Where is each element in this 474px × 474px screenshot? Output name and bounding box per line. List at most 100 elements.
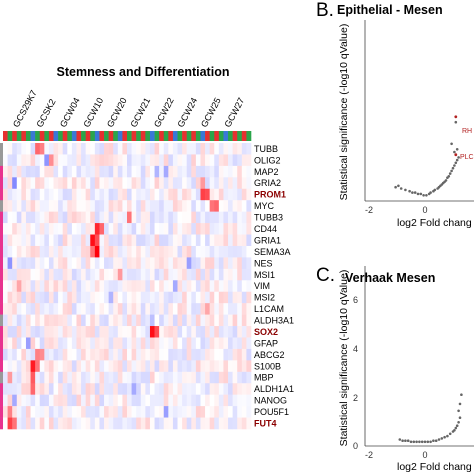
heatmap-cell (35, 383, 41, 395)
heatmap-cell (7, 417, 13, 430)
heatmap-cell (117, 257, 123, 270)
heatmap-cell (237, 394, 243, 407)
panel-b-point-label-1: RH (462, 128, 472, 135)
heatmap-cell (85, 337, 91, 350)
heatmap-cell (58, 360, 63, 373)
heatmap-cell (200, 303, 206, 315)
heatmap-cell (16, 188, 22, 201)
heatmap-cell (94, 143, 100, 155)
gene-labels: TUBBOLIG2MAP2GRIA2PROM1MYCTUBB3CD44GRIA1… (254, 144, 294, 429)
heatmap-cell (67, 234, 73, 247)
heatmap-cell (3, 234, 8, 247)
column-annotation-cell (113, 131, 119, 141)
heatmap-cell (218, 280, 224, 293)
heatmap-cell (76, 257, 82, 270)
heatmap-cell (149, 268, 155, 281)
heatmap-cell (67, 291, 73, 304)
heatmap-cell (131, 383, 137, 395)
heatmap-cell (48, 303, 54, 315)
heatmap-cell (246, 245, 252, 258)
heatmap-cell (94, 257, 100, 270)
heatmap-cell (48, 234, 54, 247)
heatmap-cell (81, 245, 86, 258)
heatmap-cell (99, 177, 105, 190)
heatmap-cell (228, 280, 233, 293)
scatter-point (443, 435, 446, 439)
heatmap-cell (3, 348, 8, 361)
heatmap-cell (35, 177, 41, 190)
gene-label: GFAP (254, 338, 278, 348)
heatmap-cell (58, 394, 63, 407)
heatmap-cell (44, 337, 50, 350)
column-annotation-cell (44, 131, 50, 141)
heatmap-cell (195, 326, 201, 338)
heatmap-cell (140, 314, 146, 327)
heatmap-cell (81, 417, 86, 430)
heatmap-cell (218, 417, 224, 430)
heatmap-cell (76, 348, 82, 361)
heatmap-cell (90, 154, 96, 167)
heatmap-cell (58, 234, 63, 247)
heatmap-cell (81, 406, 86, 418)
heatmap-cell (232, 394, 238, 407)
heatmap-cell (149, 337, 155, 350)
heatmap-cell (214, 234, 220, 247)
column-label: GCSK2 (34, 97, 57, 129)
heatmap-cell (99, 406, 105, 418)
column-annotation-cell (145, 131, 151, 141)
heatmap-cell (12, 406, 18, 418)
heatmap-cell (16, 417, 22, 430)
column-annotation-cell (58, 131, 63, 141)
heatmap-cell (90, 337, 96, 350)
row-annotation-cell (0, 394, 3, 407)
heatmap-cell (241, 223, 247, 235)
heatmap-cell (62, 234, 68, 247)
scatter-point (455, 148, 459, 151)
column-annotation-cell (90, 131, 96, 141)
gene-label: SOX2 (254, 327, 278, 337)
heatmap-cell (191, 326, 197, 338)
scatter-point (455, 158, 459, 162)
heatmap-cell (154, 200, 160, 212)
heatmap-cell (117, 154, 123, 167)
heatmap-cell (200, 394, 206, 407)
heatmap-cell (246, 165, 252, 178)
heatmap-cell (246, 348, 252, 361)
heatmap-cell (117, 383, 123, 395)
heatmap-cell (16, 291, 22, 304)
heatmap-cell (99, 348, 105, 361)
heatmap-cell (154, 348, 160, 361)
heatmap-cell (214, 303, 220, 315)
heatmap-cell (163, 383, 169, 395)
gene-label: ALDH3A1 (254, 316, 294, 326)
heatmap-cell (214, 337, 220, 350)
heatmap-cell (237, 143, 243, 155)
heatmap-cell (58, 417, 63, 430)
scatter-point (437, 438, 441, 441)
heatmap-cell (90, 165, 96, 178)
heatmap-cell (191, 234, 197, 247)
gene-label: MYC (254, 201, 275, 211)
column-annotation-cell (16, 131, 22, 141)
heatmap-cell (62, 211, 68, 224)
heatmap-cell (149, 383, 155, 395)
heatmap-cell (149, 371, 155, 384)
heatmap-cell (48, 394, 54, 407)
heatmap-cell (214, 348, 220, 361)
heatmap-cell (76, 188, 82, 201)
column-annotation-cell (177, 131, 183, 141)
heatmap-cell (21, 200, 27, 212)
heatmap-cell (182, 280, 187, 293)
heatmap-cell (94, 383, 100, 395)
heatmap-cell (48, 417, 54, 430)
heatmap-cell (172, 303, 178, 315)
heatmap-cell (48, 383, 54, 395)
heatmap-cell (182, 154, 187, 167)
heatmap-cell (85, 360, 91, 373)
heatmap-cell (58, 314, 63, 327)
column-annotation-cell (154, 131, 160, 141)
heatmap-cell (228, 200, 233, 212)
heatmap-cell (35, 337, 41, 350)
heatmap-cell (168, 383, 174, 395)
heatmap-cell (154, 165, 160, 178)
